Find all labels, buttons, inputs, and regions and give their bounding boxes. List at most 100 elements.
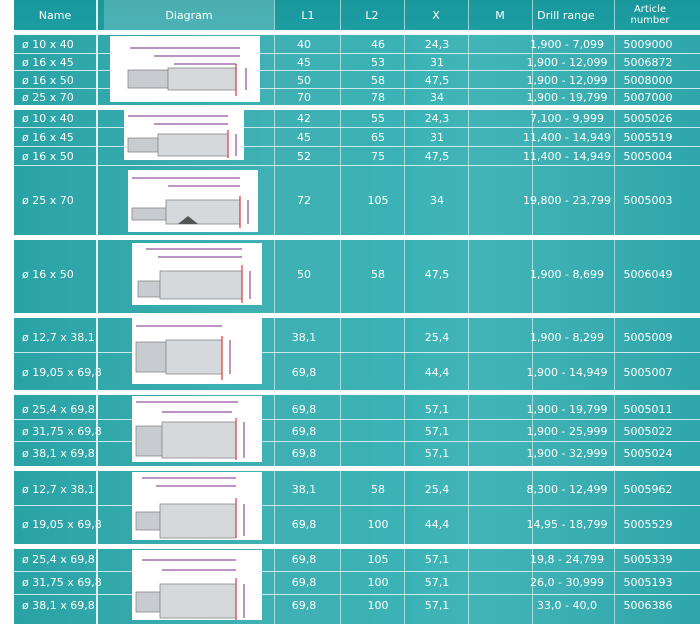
row-name: ø 25 x 70 bbox=[22, 194, 74, 207]
shaft-diagram-icon bbox=[128, 170, 258, 232]
row-divider bbox=[14, 88, 700, 89]
group-separator bbox=[14, 235, 700, 240]
shaft-diagram-icon bbox=[110, 36, 260, 102]
row-article-number: 5005024 bbox=[623, 447, 673, 460]
row-article-number: 5005007 bbox=[623, 366, 673, 379]
group-separator bbox=[14, 466, 700, 471]
row-name: ø 31,75 x 69,8 bbox=[22, 425, 102, 438]
row-drill-range: 33,0 - 40,0 bbox=[537, 599, 597, 612]
row-l2: 75 bbox=[371, 150, 385, 163]
row-article-number: 5005026 bbox=[623, 112, 673, 125]
column-divider bbox=[468, 0, 469, 624]
row-article-number: 5006049 bbox=[623, 268, 673, 281]
row-x: 57,1 bbox=[424, 403, 450, 416]
row-l2: 58 bbox=[371, 483, 385, 496]
column-divider bbox=[404, 0, 405, 624]
row-article-number: 5005003 bbox=[623, 194, 673, 207]
row-x: 57,1 bbox=[424, 425, 450, 438]
row-article-number: 5007000 bbox=[623, 91, 673, 104]
row-l1: 69,8 bbox=[291, 447, 317, 460]
row-x: 57,1 bbox=[424, 576, 450, 589]
row-drill-range: 1,900 - 12,099 bbox=[526, 56, 608, 69]
row-article-number: 5005193 bbox=[623, 576, 673, 589]
row-l2: 58 bbox=[371, 268, 385, 281]
row-x: 44,4 bbox=[424, 366, 450, 379]
row-article-number: 5008000 bbox=[623, 74, 673, 87]
row-drill-range: 11,400 - 14,949 bbox=[523, 131, 611, 144]
row-x: 24,3 bbox=[424, 38, 450, 51]
row-l2: 53 bbox=[371, 56, 385, 69]
row-article-number: 5009000 bbox=[623, 38, 673, 51]
row-l2: 105 bbox=[367, 194, 389, 207]
row-name: ø 38,1 x 69,8 bbox=[22, 599, 95, 612]
row-name: ø 25,4 x 69,8 bbox=[22, 553, 95, 566]
row-name: ø 16 x 45 bbox=[22, 131, 74, 144]
row-name: ø 19,05 x 69,8 bbox=[22, 518, 102, 531]
row-divider bbox=[14, 505, 700, 506]
row-article-number: 5005009 bbox=[623, 331, 673, 344]
row-l1: 69,8 bbox=[291, 518, 317, 531]
row-l1: 38,1 bbox=[291, 331, 317, 344]
row-l2: 46 bbox=[371, 38, 385, 51]
row-l2: 78 bbox=[371, 91, 385, 104]
header-x: X bbox=[432, 8, 440, 22]
shaft-diagram-icon bbox=[132, 243, 262, 305]
row-l1: 72 bbox=[297, 194, 311, 207]
row-l1: 69,8 bbox=[291, 576, 317, 589]
row-divider bbox=[14, 594, 700, 595]
row-l2: 100 bbox=[367, 576, 389, 589]
column-divider bbox=[614, 0, 615, 624]
row-x: 57,1 bbox=[424, 553, 450, 566]
row-x: 47,5 bbox=[424, 268, 450, 281]
row-l1: 45 bbox=[297, 56, 311, 69]
row-x: 57,1 bbox=[424, 447, 450, 460]
column-divider bbox=[340, 0, 341, 624]
row-divider bbox=[14, 70, 700, 71]
header-background bbox=[14, 0, 700, 30]
row-name: ø 12,7 x 38,1 bbox=[22, 483, 95, 496]
row-drill-range: 1,900 - 14,949 bbox=[526, 366, 608, 379]
row-name: ø 31,75 x 69,8 bbox=[22, 576, 102, 589]
header-name: Name bbox=[38, 8, 72, 22]
row-x: 25,4 bbox=[424, 331, 450, 344]
row-l1: 50 bbox=[297, 74, 311, 87]
row-l1: 38,1 bbox=[291, 483, 317, 496]
row-name: ø 25,4 x 69,8 bbox=[22, 403, 95, 416]
diagram-header-highlight bbox=[104, 0, 274, 30]
row-l1: 69,8 bbox=[291, 553, 317, 566]
row-article-number: 5006386 bbox=[623, 599, 673, 612]
column-divider bbox=[274, 0, 275, 624]
row-l1: 69,8 bbox=[291, 366, 317, 379]
row-article-number: 5005962 bbox=[623, 483, 673, 496]
row-article-number: 5005004 bbox=[623, 150, 673, 163]
row-drill-range: 1,900 - 32,999 bbox=[526, 447, 608, 460]
row-x: 57,1 bbox=[424, 599, 450, 612]
row-x: 31 bbox=[430, 56, 444, 69]
shaft-diagram-icon bbox=[132, 472, 262, 540]
row-divider bbox=[14, 127, 700, 128]
row-name: ø 16 x 50 bbox=[22, 150, 74, 163]
row-name: ø 12,7 x 38,1 bbox=[22, 331, 95, 344]
header-l1: L1 bbox=[301, 8, 315, 22]
row-drill-range: 19,8 - 24,799 bbox=[530, 553, 604, 566]
shaft-diagram-icon bbox=[124, 110, 244, 160]
row-article-number: 5005519 bbox=[623, 131, 673, 144]
row-drill-range: 1,900 - 19,799 bbox=[526, 91, 608, 104]
row-article-number: 5005022 bbox=[623, 425, 673, 438]
row-divider bbox=[14, 53, 700, 54]
drill-chuck-table: Name Diagram L1 L2 X M Drill range Artic… bbox=[14, 0, 700, 624]
group-separator bbox=[14, 544, 700, 549]
row-name: ø 25 x 70 bbox=[22, 91, 74, 104]
row-x: 34 bbox=[430, 194, 444, 207]
row-l1: 45 bbox=[297, 131, 311, 144]
row-l2: 105 bbox=[367, 553, 389, 566]
row-l1: 69,8 bbox=[291, 599, 317, 612]
row-l1: 40 bbox=[297, 38, 311, 51]
group-separator bbox=[14, 313, 700, 318]
row-divider bbox=[14, 441, 700, 442]
row-drill-range: 19,800 - 23,799 bbox=[523, 194, 611, 207]
row-divider bbox=[14, 419, 700, 420]
header-l2: L2 bbox=[365, 8, 379, 22]
shaft-diagram-icon bbox=[132, 396, 262, 462]
row-l1: 42 bbox=[297, 112, 311, 125]
